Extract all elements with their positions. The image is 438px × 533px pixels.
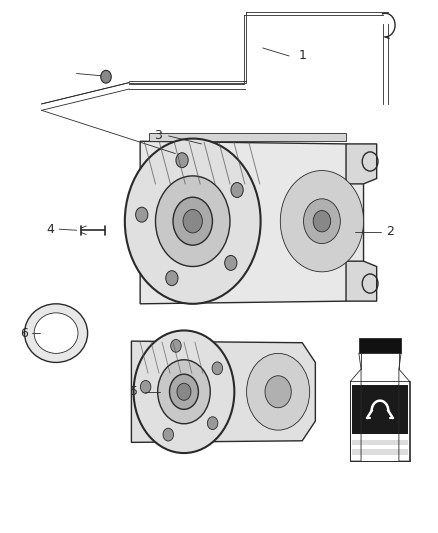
Polygon shape [131, 341, 315, 442]
Circle shape [304, 199, 340, 244]
Circle shape [280, 171, 364, 272]
Text: 6: 6 [21, 327, 28, 340]
Text: 1: 1 [298, 50, 306, 62]
Text: 3: 3 [154, 130, 162, 142]
Circle shape [140, 381, 151, 393]
Text: 4: 4 [46, 223, 54, 236]
FancyBboxPatch shape [359, 338, 401, 353]
Circle shape [313, 211, 331, 232]
Circle shape [101, 70, 111, 83]
FancyBboxPatch shape [350, 382, 410, 461]
Ellipse shape [34, 313, 78, 353]
FancyBboxPatch shape [352, 449, 408, 455]
Circle shape [125, 139, 261, 304]
Circle shape [166, 271, 178, 286]
Circle shape [134, 330, 234, 453]
Circle shape [225, 255, 237, 270]
Text: 2: 2 [386, 225, 394, 238]
Circle shape [177, 383, 191, 400]
Ellipse shape [25, 304, 88, 362]
FancyBboxPatch shape [352, 385, 408, 434]
Polygon shape [346, 144, 377, 184]
Circle shape [158, 360, 210, 424]
Circle shape [171, 340, 181, 352]
Circle shape [265, 376, 291, 408]
Circle shape [163, 428, 173, 441]
Circle shape [207, 417, 218, 430]
Circle shape [155, 176, 230, 266]
Circle shape [183, 209, 202, 233]
Circle shape [231, 182, 243, 197]
Circle shape [173, 197, 212, 245]
Text: 5: 5 [130, 385, 138, 398]
Circle shape [176, 153, 188, 168]
Polygon shape [140, 141, 364, 304]
Polygon shape [149, 133, 346, 141]
Circle shape [212, 362, 223, 375]
FancyBboxPatch shape [352, 440, 408, 445]
Circle shape [247, 353, 310, 430]
Circle shape [170, 374, 198, 409]
Polygon shape [346, 261, 377, 301]
Circle shape [136, 207, 148, 222]
